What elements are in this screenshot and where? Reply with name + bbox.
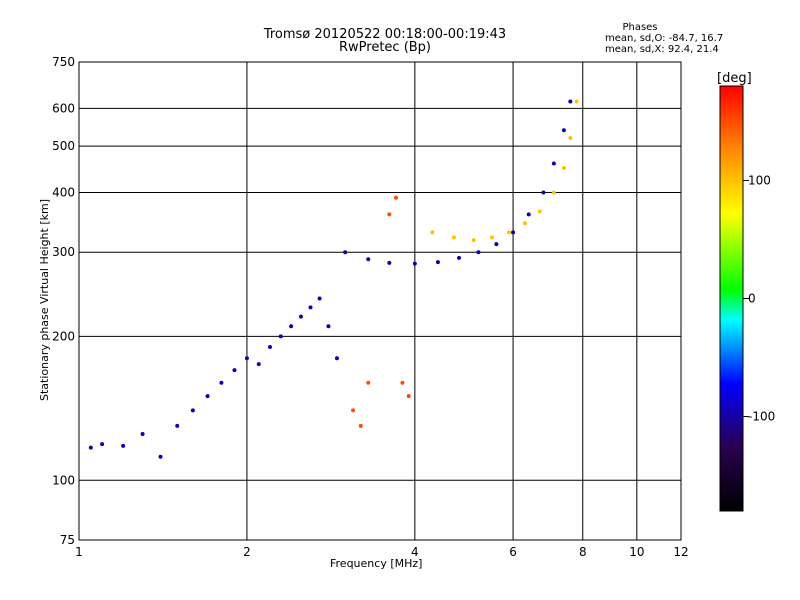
- data-point: [451, 235, 456, 240]
- data-point: [121, 443, 126, 448]
- colorbar-label: [deg]: [717, 71, 752, 86]
- chart-subtitle: RwPretec (Bp): [338, 40, 432, 55]
- data-point: [100, 442, 105, 447]
- data-point: [430, 230, 435, 235]
- x-tick-label: 12: [673, 545, 688, 559]
- y-tick-label: 100: [52, 473, 75, 487]
- data-point: [190, 408, 195, 413]
- y-tick-label: 300: [52, 245, 75, 259]
- x-tick-label: 10: [629, 545, 644, 559]
- y-tick-label: 75: [60, 533, 75, 547]
- data-point: [551, 190, 556, 195]
- data-point: [219, 380, 224, 385]
- data-point: [568, 99, 573, 104]
- data-point: [471, 238, 476, 243]
- plot-frame: [78, 61, 682, 541]
- data-point: [568, 136, 573, 141]
- x-tick-label: 2: [243, 545, 251, 559]
- data-point: [457, 255, 462, 260]
- data-point: [205, 394, 210, 399]
- data-point: [561, 166, 566, 171]
- data-point: [268, 345, 273, 350]
- data-point: [343, 250, 348, 255]
- data-point: [334, 356, 339, 361]
- data-point: [256, 362, 261, 367]
- y-tick-label: 750: [52, 55, 75, 69]
- data-point: [435, 260, 440, 265]
- data-point: [574, 99, 579, 104]
- y-tick-label: 500: [52, 139, 75, 153]
- colorbar: [719, 85, 744, 512]
- data-point: [175, 423, 180, 428]
- data-point: [140, 431, 145, 436]
- data-point: [412, 261, 417, 266]
- data-point: [537, 209, 542, 214]
- x-tick-label: 4: [411, 545, 419, 559]
- data-point: [507, 230, 512, 235]
- data-point: [400, 380, 405, 385]
- data-point: [244, 356, 249, 361]
- chart-title: Tromsø 20120522 00:18:00-00:19:43: [263, 27, 507, 42]
- x-tick-label: 8: [579, 545, 587, 559]
- data-point: [232, 368, 237, 373]
- phases-title: Phases: [622, 22, 658, 33]
- data-point: [358, 423, 363, 428]
- data-point: [551, 161, 556, 166]
- y-tick-label: 200: [52, 329, 75, 343]
- data-point: [541, 190, 546, 195]
- data-point: [298, 314, 303, 319]
- data-point: [88, 445, 93, 450]
- phases-x-stats: mean, sd,X: 92.4, 21.4: [605, 44, 719, 55]
- y-tick-label: 600: [52, 101, 75, 115]
- data-point: [522, 221, 527, 226]
- colorbar-tick-label: 0: [748, 292, 756, 306]
- data-point: [366, 380, 371, 385]
- phases-o-stats: mean, sd,O: -84.7, 16.7: [605, 33, 724, 44]
- x-axis-label: Frequency [MHz]: [330, 557, 423, 570]
- data-point: [351, 408, 356, 413]
- data-point: [561, 128, 566, 133]
- data-point: [317, 296, 322, 301]
- data-point: [511, 230, 516, 235]
- data-point: [476, 250, 481, 255]
- data-point: [526, 212, 531, 217]
- data-point: [366, 257, 371, 262]
- x-tick-label: 6: [509, 545, 517, 559]
- data-point: [278, 334, 283, 339]
- data-point: [289, 324, 294, 329]
- data-point: [393, 195, 398, 200]
- data-point: [387, 260, 392, 265]
- x-tick-label: 1: [75, 545, 83, 559]
- y-tick-label: 400: [52, 185, 75, 199]
- data-point: [406, 394, 411, 399]
- colorbar-tick-label: -100: [748, 410, 775, 424]
- data-point: [158, 454, 163, 459]
- data-point: [489, 235, 494, 240]
- data-point: [387, 212, 392, 217]
- data-point: [494, 242, 499, 247]
- data-point: [308, 305, 313, 310]
- data-point: [326, 324, 331, 329]
- colorbar-tick-label: 100: [748, 173, 771, 187]
